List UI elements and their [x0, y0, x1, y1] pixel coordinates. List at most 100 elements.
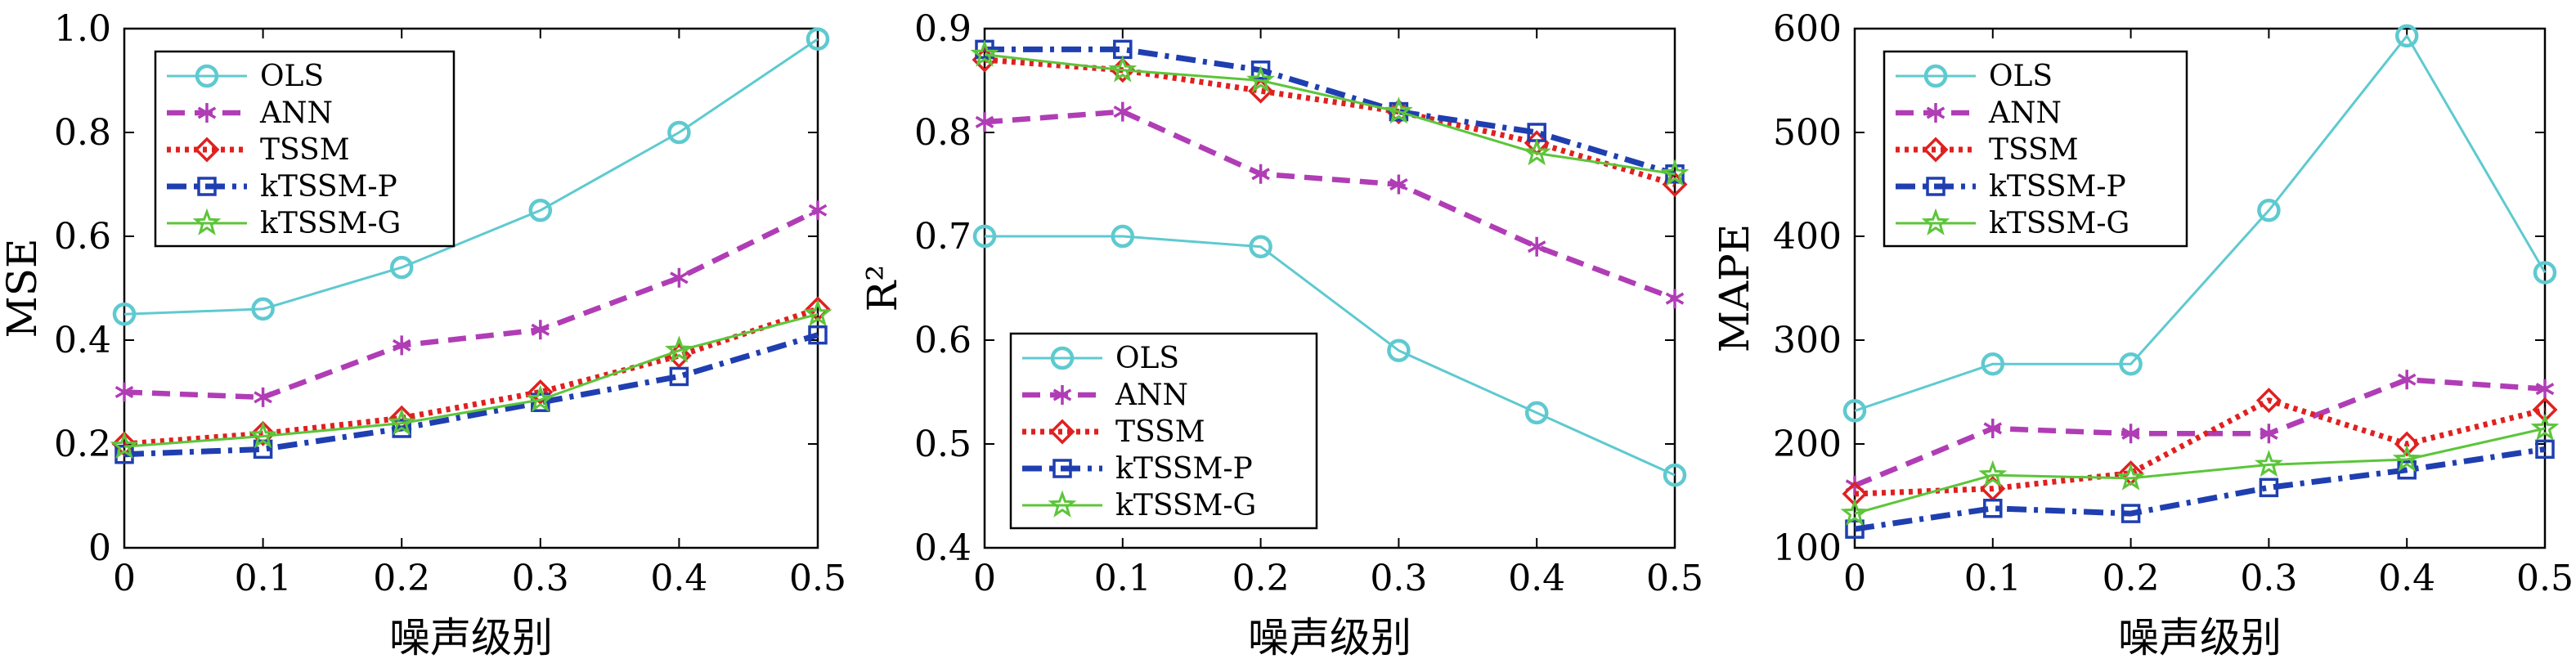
y-tick-label: 0.8: [54, 112, 111, 154]
circle-marker: [1663, 463, 1687, 487]
x-tick-label: 0.4: [2378, 558, 2435, 599]
legend-label: OLS: [1989, 60, 2053, 93]
diamond-marker: [1049, 419, 1075, 445]
asterisk-marker: [1251, 164, 1270, 184]
x-axis-label: 噪声级别: [1248, 614, 1411, 661]
diamond-marker: [1923, 137, 1949, 163]
asterisk-marker: [975, 112, 994, 132]
star-marker: [1048, 490, 1077, 518]
circle-marker: [389, 255, 414, 280]
star-marker: [1660, 159, 1690, 186]
star-marker: [2116, 463, 2146, 491]
chart-panel-mape: 0 0.1 0.2 0.3 0.4 0.5 100 200 300 400 500 600 噪声级别 MA…: [1711, 8, 2574, 661]
series-tssm: [972, 47, 1688, 197]
asterisk-marker: [1983, 418, 2003, 438]
series-ols: [972, 224, 1687, 487]
circle-marker: [1842, 399, 1867, 423]
y-tick-label: 0.2: [54, 424, 111, 465]
x-axis-label: 噪声级别: [2118, 614, 2282, 661]
series-line: [985, 46, 1676, 177]
y-tick-label: 0.6: [54, 216, 111, 258]
square-marker: [808, 325, 828, 345]
star-marker: [2392, 444, 2421, 472]
star-marker: [2254, 450, 2283, 477]
asterisk-marker: [2397, 370, 2417, 390]
asterisk-marker: [2260, 424, 2278, 444]
y-tick-label: 200: [1773, 424, 1842, 465]
asterisk-marker: [1113, 101, 1133, 122]
y-tick-label: 400: [1773, 216, 1842, 258]
x-tick-label: 0.5: [2516, 558, 2574, 599]
series-line: [1854, 446, 2546, 532]
series-line: [985, 235, 1676, 477]
legend-label: kTSSM-G: [1115, 489, 1256, 522]
diamond-marker: [111, 431, 137, 457]
asterisk-marker: [392, 335, 411, 356]
series-ktssm-p: [1845, 439, 2555, 539]
x-tick-label: 0.1: [1094, 558, 1151, 599]
asterisk-marker: [1527, 236, 1546, 257]
series-line: [984, 53, 1676, 176]
x-tick-label: 0.1: [1964, 558, 2022, 599]
star-marker: [1384, 96, 1413, 124]
square-marker: [669, 366, 689, 387]
legend-label: ANN: [1988, 96, 2062, 130]
series-line: [1854, 427, 2546, 515]
series-line: [123, 332, 819, 458]
y-tick-label: 0.6: [914, 320, 972, 361]
series-ann: [114, 200, 828, 407]
plot-area-frame: [983, 27, 1676, 549]
x-tick-label: 0.5: [1646, 558, 1703, 599]
y-axis-label: R²: [859, 265, 906, 312]
square-marker: [1926, 177, 1945, 196]
circle-marker: [2119, 352, 2143, 376]
legend-label: TSSM: [1115, 415, 1205, 449]
asterisk-marker: [1052, 385, 1072, 405]
series-line: [1854, 34, 2547, 412]
square-marker: [392, 419, 411, 438]
x-tick-label: 0.2: [1232, 558, 1290, 599]
circle-marker: [1923, 64, 1948, 88]
circle-marker: [667, 120, 691, 145]
diamond-marker: [194, 137, 220, 163]
plot-area-frame: [123, 27, 819, 549]
star-marker: [1108, 55, 1138, 83]
plot-area-frame: [1853, 27, 2547, 549]
star-marker: [387, 408, 416, 436]
y-tick-label: 500: [1773, 112, 1842, 154]
x-axis-label: 噪声级别: [389, 614, 553, 661]
circle-marker: [1249, 235, 1272, 258]
circle-marker: [2257, 199, 2281, 222]
star-marker: [803, 298, 832, 327]
legend-label: OLS: [1115, 342, 1179, 375]
y-tick-label: 0.9: [914, 8, 972, 50]
star-marker: [249, 421, 278, 449]
star-marker: [2530, 413, 2560, 441]
series-ann: [975, 101, 1685, 309]
square-marker: [197, 177, 217, 196]
series-line: [123, 306, 819, 447]
diamond-marker: [250, 420, 276, 446]
series-ktssm-g: [970, 39, 1690, 186]
y-tick-label: 0: [88, 527, 111, 569]
asterisk-marker: [1665, 289, 1685, 309]
y-tick-label: 0.8: [914, 112, 972, 154]
series-ktssm-g: [110, 298, 832, 460]
x-tick-label: 0.4: [650, 558, 707, 599]
circle-marker: [1111, 224, 1135, 249]
circle-marker: [2394, 24, 2419, 48]
series-ktssm-p: [975, 39, 1685, 184]
x-tick-label: 0.3: [512, 558, 569, 599]
legend-label: kTSSM-P: [1989, 170, 2126, 204]
legend-label: kTSSM-G: [260, 207, 401, 240]
asterisk-marker: [114, 382, 134, 402]
square-marker: [2120, 504, 2141, 523]
legend-label: kTSSM-P: [260, 170, 397, 204]
circle-marker: [972, 224, 997, 249]
circle-marker: [195, 64, 219, 88]
square-marker: [1845, 519, 1865, 539]
